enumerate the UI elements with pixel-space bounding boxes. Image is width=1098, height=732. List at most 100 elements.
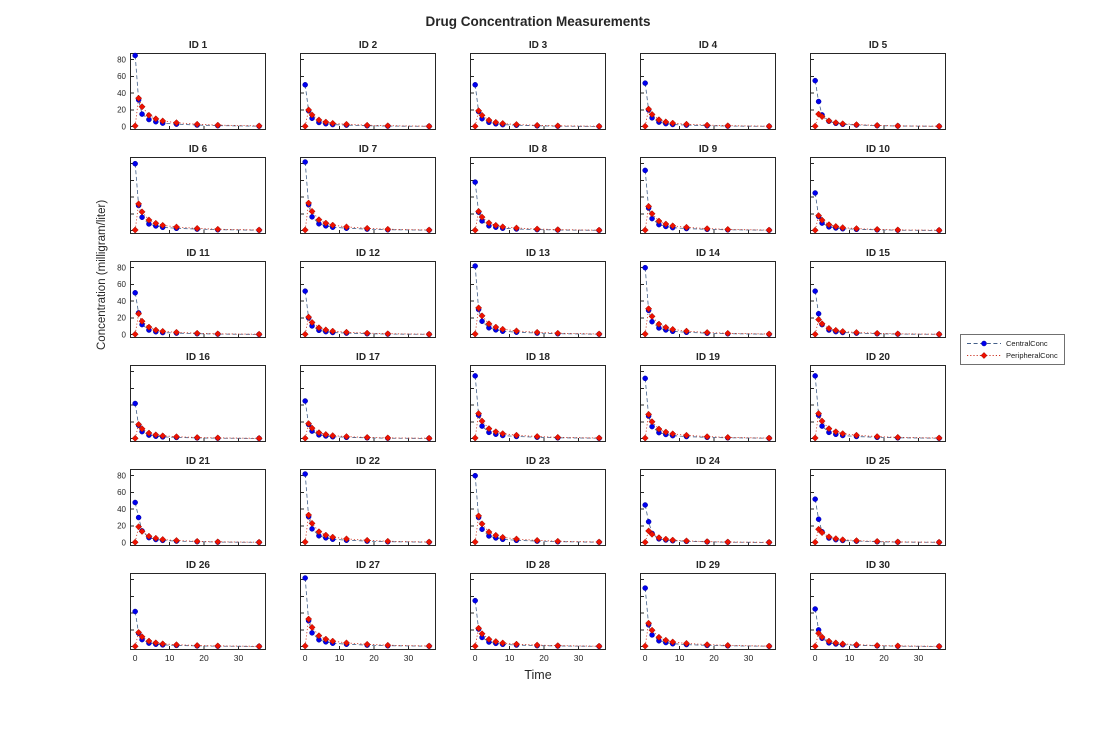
subplot-title: ID 26 [186, 560, 210, 571]
svg-text:80: 80 [117, 263, 126, 272]
subplot-title: ID 17 [356, 352, 380, 363]
legend-label-centralconc: CentralConc [1006, 339, 1048, 348]
svg-text:80: 80 [117, 55, 126, 64]
svg-text:30: 30 [234, 653, 244, 663]
subplot-title: ID 30 [866, 560, 890, 571]
svg-text:30: 30 [404, 653, 414, 663]
svg-text:0: 0 [133, 653, 138, 663]
subplot-title: ID 29 [696, 560, 720, 571]
svg-text:30: 30 [744, 653, 754, 663]
subplot-title: ID 28 [526, 560, 550, 571]
subplot-title: ID 14 [696, 248, 720, 259]
subplot-title: ID 24 [696, 456, 720, 467]
subplot-title: ID 12 [356, 248, 380, 259]
subplot-id-14: ID 14 [640, 248, 776, 338]
subplot-id-29: 0 10 20 30 ID 29 [640, 560, 776, 663]
legend: CentralConc PeripheralConc [960, 334, 1065, 365]
subplot-id-12: ID 12 [300, 248, 436, 338]
peripheralconc-line-sample-icon [967, 352, 1001, 359]
subplot-id-11: 0 20 40 60 80 ID 11 [117, 248, 266, 339]
subplot-id-13: ID 13 [470, 248, 606, 338]
svg-text:60: 60 [117, 488, 126, 497]
svg-text:0: 0 [122, 122, 127, 131]
svg-text:10: 10 [505, 653, 515, 663]
subplot-title: ID 21 [186, 456, 210, 467]
subplot-id-6: ID 6 [130, 144, 266, 234]
subplot-title: ID 4 [699, 40, 718, 51]
subplot-id-9: ID 9 [640, 144, 776, 234]
subplot-id-7: ID 7 [300, 144, 436, 234]
svg-text:10: 10 [335, 653, 345, 663]
svg-text:30: 30 [914, 653, 924, 663]
subplot-title: ID 3 [529, 40, 548, 51]
svg-text:60: 60 [117, 280, 126, 289]
legend-entry-peripheralconc: PeripheralConc [965, 350, 1058, 361]
subplot-title: ID 13 [526, 248, 550, 259]
svg-text:40: 40 [117, 297, 126, 306]
subplot-id-16: ID 16 [130, 352, 266, 442]
svg-text:20: 20 [369, 653, 379, 663]
svg-text:10: 10 [165, 653, 175, 663]
subplot-id-3: ID 3 [470, 40, 606, 130]
legend-label-peripheralconc: PeripheralConc [1006, 351, 1058, 360]
svg-text:0: 0 [643, 653, 648, 663]
legend-entry-centralconc: CentralConc [965, 338, 1058, 349]
svg-text:60: 60 [117, 72, 126, 81]
centralconc-line-sample-icon [967, 340, 1001, 347]
subplot-title: ID 16 [186, 352, 210, 363]
subplot-id-18: ID 18 [470, 352, 606, 442]
subplot-id-8: ID 8 [470, 144, 606, 234]
subplot-id-21: 0 20 40 60 80 ID 21 [117, 456, 266, 547]
svg-text:0: 0 [813, 653, 818, 663]
subplot-title: ID 2 [359, 40, 378, 51]
svg-text:0: 0 [122, 538, 127, 547]
subplot-title: ID 5 [869, 40, 888, 51]
svg-text:0: 0 [122, 330, 127, 339]
subplot-title: ID 9 [699, 144, 718, 155]
subplot-title: ID 27 [356, 560, 380, 571]
svg-text:20: 20 [199, 653, 209, 663]
subplot-title: ID 11 [186, 248, 210, 259]
subplot-id-1: 0 20 40 60 80 ID 1 [117, 40, 266, 131]
subplot-title: ID 1 [189, 40, 208, 51]
figure-title: Drug Concentration Measurements [425, 14, 651, 29]
subplot-id-26: 0 10 20 30 ID 26 [130, 560, 266, 663]
x-axis-label: Time [524, 668, 552, 682]
subplot-id-22: ID 22 [300, 456, 436, 546]
subplot-id-15: ID 15 [810, 248, 946, 338]
subplot-title: ID 22 [356, 456, 380, 467]
svg-text:20: 20 [117, 106, 126, 115]
subplot-id-19: ID 19 [640, 352, 776, 442]
svg-text:20: 20 [879, 653, 889, 663]
svg-text:20: 20 [539, 653, 549, 663]
subplot-title: ID 18 [526, 352, 550, 363]
subplot-title: ID 23 [526, 456, 550, 467]
subplot-id-17: ID 17 [300, 352, 436, 442]
subplot-id-2: ID 2 [300, 40, 436, 130]
subplot-title: ID 8 [529, 144, 548, 155]
subplot-id-10: ID 10 [810, 144, 946, 234]
subplot-title: ID 7 [359, 144, 378, 155]
svg-text:40: 40 [117, 89, 126, 98]
subplot-title: ID 6 [189, 144, 208, 155]
svg-text:30: 30 [574, 653, 584, 663]
svg-text:20: 20 [117, 314, 126, 323]
svg-text:80: 80 [117, 471, 126, 480]
subplot-id-25: ID 25 [810, 456, 946, 546]
subplot-id-20: ID 20 [810, 352, 946, 442]
svg-text:40: 40 [117, 505, 126, 514]
subplot-title: ID 25 [866, 456, 890, 467]
subplot-id-23: ID 23 [470, 456, 606, 546]
subplot-title: ID 15 [866, 248, 890, 259]
subplot-id-4: ID 4 [640, 40, 776, 130]
subplot-id-27: 0 10 20 30 ID 27 [300, 560, 436, 663]
subplot-title: ID 10 [866, 144, 890, 155]
svg-text:10: 10 [675, 653, 685, 663]
svg-text:0: 0 [303, 653, 308, 663]
subplot-id-5: ID 5 [810, 40, 946, 130]
subplot-id-28: 0 10 20 30 ID 28 [470, 560, 606, 663]
svg-text:10: 10 [845, 653, 855, 663]
svg-text:20: 20 [117, 522, 126, 531]
svg-text:0: 0 [473, 653, 478, 663]
